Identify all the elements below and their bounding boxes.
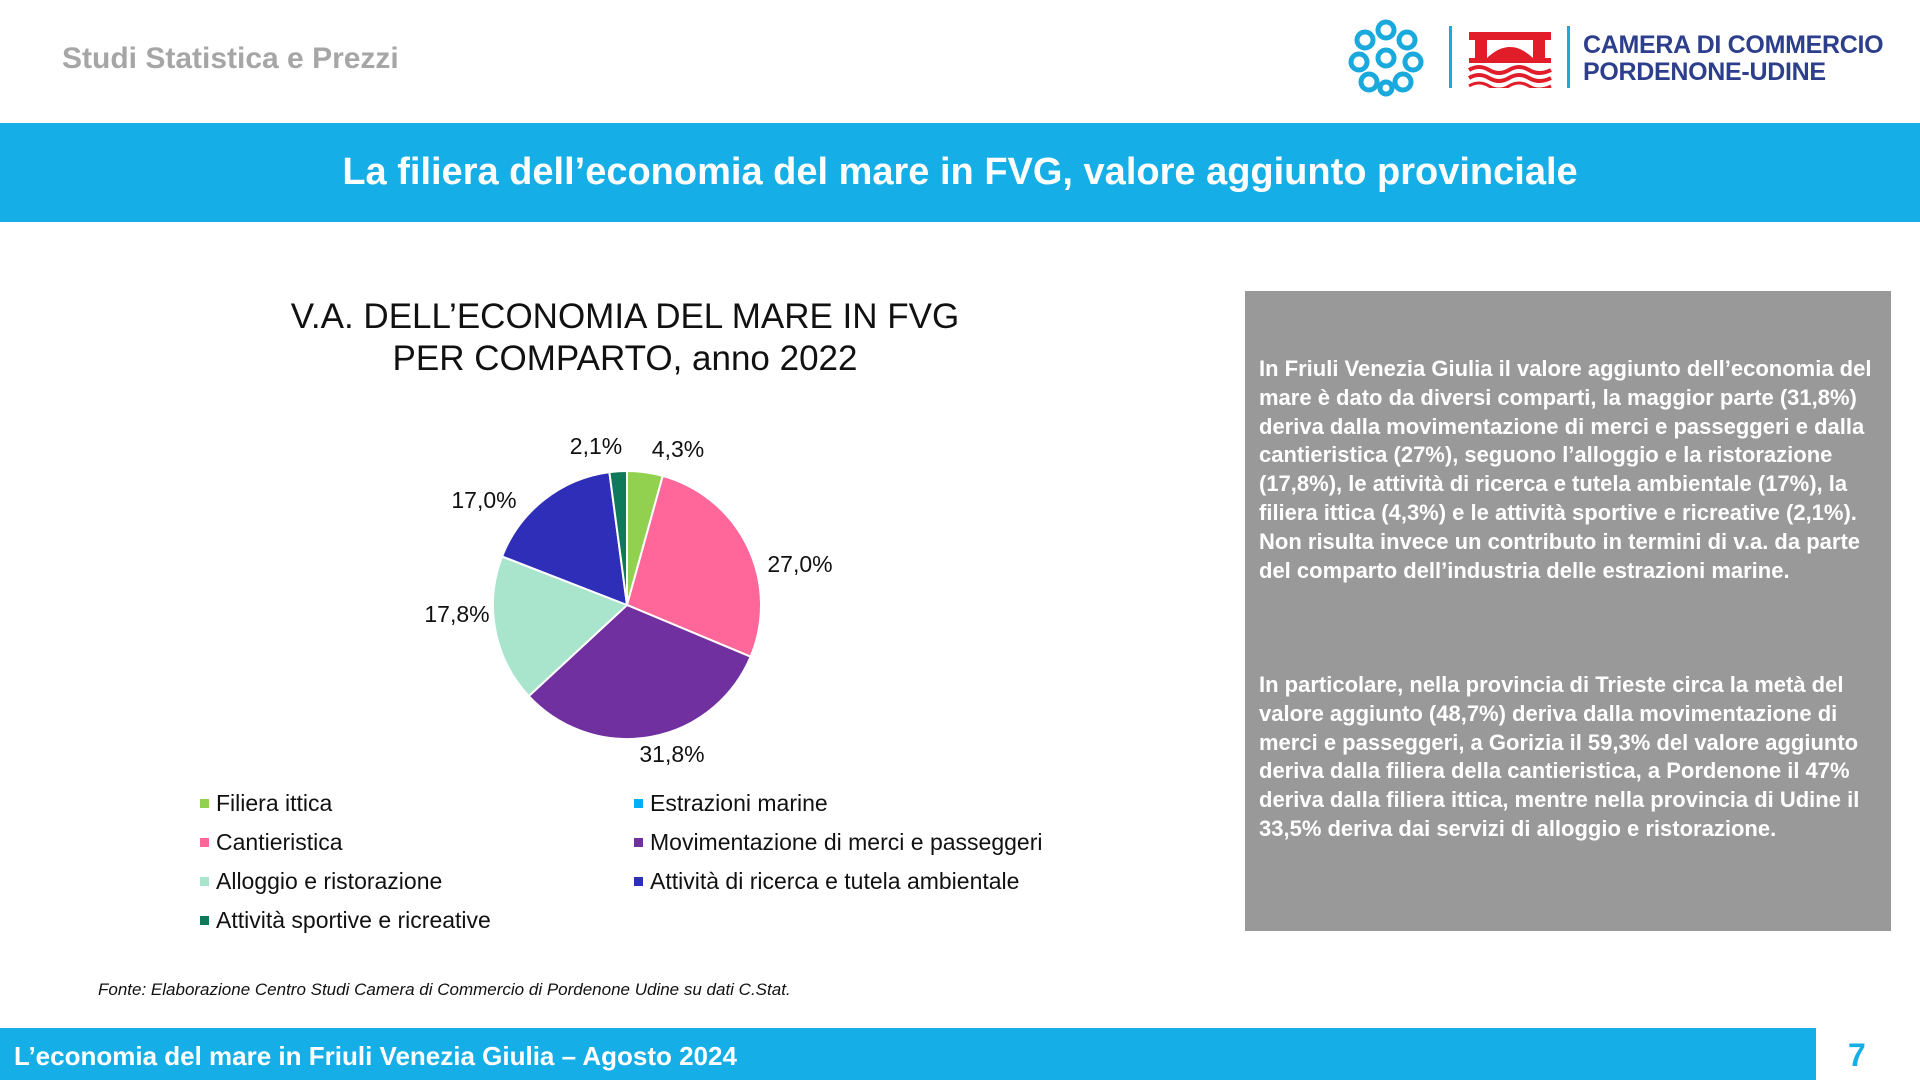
chart-title: V.A. DELL’ECONOMIA DEL MARE IN FVG PER C… [220,296,1030,380]
pie-slice-alloggio-e-ristorazione [492,555,629,698]
slide-title: La filiera dell’economia del mare in FVG… [342,151,1578,193]
logo-line-2: PORDENONE-UDINE [1583,58,1826,86]
legend-label: Alloggio e ristorazione [216,868,443,894]
legend-item: Estrazioni marine [634,790,828,817]
logo-divider [1567,26,1570,88]
legend-swatch [200,877,209,886]
legend-item: Alloggio e ristorazione [200,868,442,895]
pie-data-label: 27,0% [767,551,832,577]
pie-data-label: 17,8% [424,601,489,627]
legend-swatch [200,838,209,847]
slide-title-bar: La filiera dell’economia del mare in FVG… [0,123,1920,222]
footer-bar [0,1028,1816,1080]
pie-slice-movimentazione-di-merci-e-passeggeri [527,603,752,740]
logo-line-1: CAMERA DI COMMERCIO [1583,31,1884,59]
legend-item: Attività di ricerca e tutela ambientale [634,868,1019,895]
pie-slice-cantieristica [625,474,762,658]
pie-slice-attivit-sportive-e-ricreative [608,469,628,606]
legend-item: Filiera ittica [200,790,332,817]
legend-swatch [634,799,643,808]
logo-text: CAMERA DI COMMERCIO PORDENONE-UDINE [1583,31,1884,86]
legend-swatch [634,877,643,886]
source-note: Fonte: Elaborazione Centro Studi Camera … [98,980,791,999]
legend-label: Cantieristica [216,829,343,855]
legend-swatch [200,916,209,925]
logo-divider [1449,26,1452,88]
commentary-box: In Friuli Venezia Giulia il valore aggiu… [1245,291,1891,931]
chamber-logo: CAMERA DI COMMERCIO PORDENONE-UDINE [1345,16,1905,97]
legend-item: Movimentazione di merci e passeggeri [634,829,1042,856]
department-label: Studi Statistica e Prezzi [62,42,399,75]
commentary-paragraph-2: In particolare, nella provincia di Tries… [1259,672,1860,841]
pie-slice-attivit-di-ricerca-e-tutela-ambientale [500,471,629,607]
legend-swatch [634,838,643,847]
legend-label: Filiera ittica [216,790,333,816]
legend-label: Movimentazione di merci e passeggeri [650,829,1043,855]
legend-item: Cantieristica [200,829,343,856]
footer-text: L’economia del mare in Friuli Venezia Gi… [14,1041,737,1071]
page-number: 7 [1848,1037,1866,1073]
flower-logo-icon [1348,19,1424,97]
pie-data-label: 2,1% [570,433,622,459]
bridge-logo-icon [1467,32,1552,88]
chart-title-line-1: V.A. DELL’ECONOMIA DEL MARE IN FVG [290,297,960,336]
legend-swatch [200,799,209,808]
pie-data-label: 4,3% [652,436,704,462]
chart-title-line-2: PER COMPARTO, anno 2022 [392,339,858,378]
legend-item: Attività sportive e ricreative [200,907,491,934]
pie-data-label: 17,0% [451,487,516,513]
pie-data-label: 31,8% [639,741,704,767]
pie-chart: 4,3% 27,0% 31,8% 17,8% 17,0% 2,1% [424,433,832,767]
commentary-paragraph-1: In Friuli Venezia Giulia il valore aggiu… [1259,356,1872,583]
legend-label: Attività di ricerca e tutela ambientale [650,868,1020,894]
legend-label: Estrazioni marine [650,790,828,816]
legend-label: Attività sportive e ricreative [216,907,491,933]
